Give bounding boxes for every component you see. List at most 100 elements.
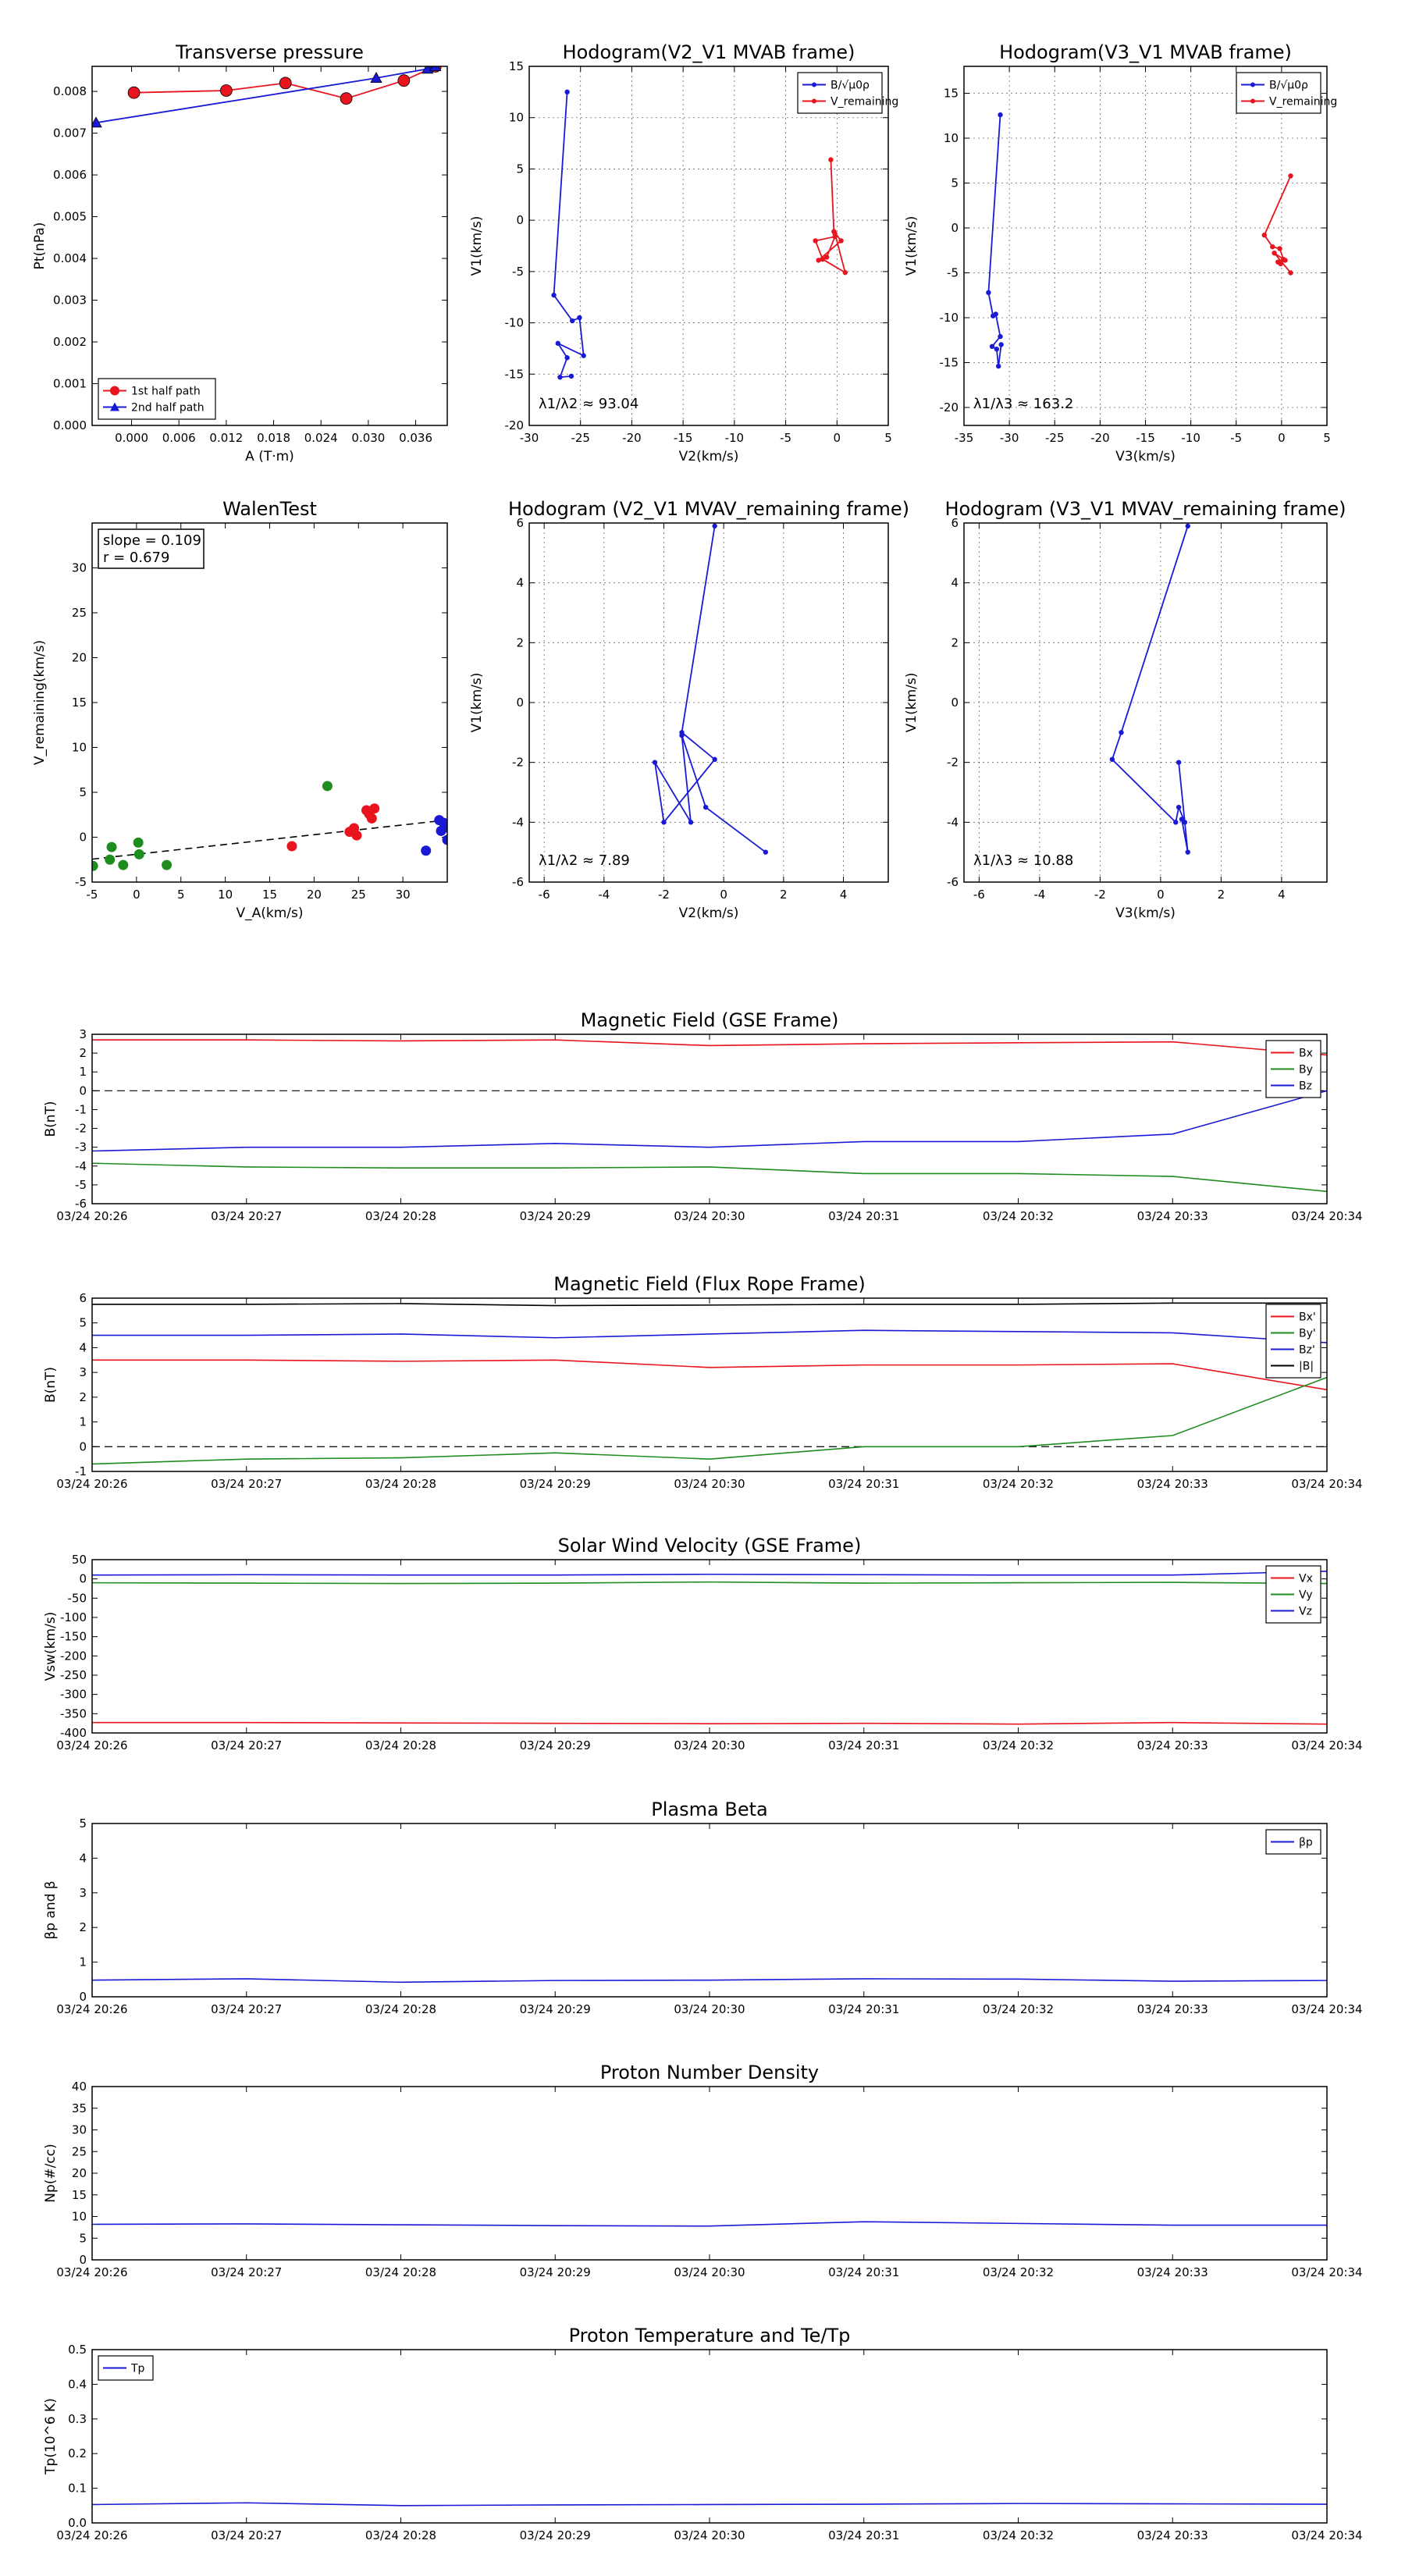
legend: B/√μ0ρ V_remaining [797,72,898,114]
data-point [555,340,560,347]
legend-frame [797,72,883,114]
y-tick-label: 0 [79,1572,87,1586]
chart-title: Hodogram(V3_V1 MVAB frame) [999,41,1292,63]
chart-p6: Hodogram (V3_V1 MVAV_remaining frame)-6-… [904,498,1346,921]
y-tick-label: -100 [60,1610,87,1624]
legend-label: 2nd half path [131,402,205,415]
x-tick-label: 03/24 20:34 [1291,2528,1362,2542]
chart-t1: Magnetic Field (GSE Frame) 03/24 20:26 03/… [43,1009,1363,1223]
x-tick-label: 03/24 20:30 [674,2002,745,2016]
y-tick-label: -4 [512,815,524,829]
x-tick-label: 03/24 20:28 [365,2528,436,2542]
y-tick-label: 4 [516,576,524,590]
legend: Tp [98,2355,154,2381]
x-tick-label: 03/24 20:26 [56,1209,127,1223]
data-point [551,292,557,298]
data-point [366,813,377,824]
data-point [127,86,140,99]
legend-marker [812,98,816,104]
x-tick-label: 03/24 20:27 [211,1738,282,1752]
x-tick-label: -5 [87,888,98,902]
y-tick-label: 25 [72,2144,87,2158]
x-axis-label: V3(km/s) [1115,449,1176,464]
y-axis-label: V1(km/s) [469,673,485,733]
x-tick-label: 03/24 20:28 [365,2002,436,2016]
data-point [986,290,991,295]
chart-title: Proton Number Density [600,2062,819,2083]
legend: B/√μ0ρ V_remaining [1236,72,1337,114]
y-axis-label: V1(km/s) [469,216,485,276]
series-line-0 [92,1039,1327,1056]
data-point [763,849,769,855]
legend-label: V_remaining [1269,96,1337,109]
data-point [557,375,563,380]
chart-title: Magnetic Field (GSE Frame) [581,1009,839,1031]
y-tick-label: -5 [75,875,87,889]
x-tick-label: 03/24 20:30 [674,1738,745,1752]
y-tick-label: 0.3 [68,2412,87,2426]
y-tick-label: 2 [79,1046,87,1060]
x-tick-label: 03/24 20:33 [1137,1738,1208,1752]
y-tick-label: 15 [944,87,959,101]
data-point [994,347,1000,352]
data-point [577,315,582,321]
x-tick-label: 15 [262,888,277,902]
legend-label: Vy [1299,1589,1313,1602]
data-point [1272,251,1277,256]
chart-title: Magnetic Field (Flux Rope Frame) [553,1273,865,1295]
y-tick-label: 1 [79,1415,87,1429]
y-tick-label: -2 [947,756,959,770]
x-tick-label: -10 [1181,431,1200,445]
y-tick-label: 2 [516,635,524,649]
x-tick-label: 03/24 20:26 [56,2265,127,2279]
x-tick-label: 03/24 20:29 [520,1477,591,1491]
y-tick-label: 20 [72,2166,87,2180]
y-tick-label: 5 [79,2231,87,2245]
y-tick-label: 0.4 [68,2377,87,2391]
x-tick-label: 5 [884,431,892,445]
axes-frame [91,1559,1328,1734]
chart-t4: Plasma Beta 03/24 20:26 03/24 20:27 03/24 2… [43,1799,1363,2016]
x-tick-label: 03/24 20:26 [56,2002,127,2016]
x-tick-label: 0.030 [351,431,385,445]
x-tick-label: 03/24 20:31 [828,1209,899,1223]
chart-p3: Hodogram(V3_V1 MVAB frame) -35 -30 -25 -20 -1… [904,41,1337,464]
y-axis-label: V1(km/s) [904,673,919,733]
x-tick-label: -30 [1000,431,1019,445]
y-tick-label: 0 [951,696,959,710]
data-point [564,89,570,95]
chart-title: Plasma Beta [651,1799,767,1820]
y-tick-label: -1 [75,1102,87,1116]
legend: βp [1265,1829,1321,1855]
x-tick-label: 03/24 20:31 [828,2265,899,2279]
data-point [679,732,685,738]
chart-p1: Transverse pressure 0.000 0.006 0.012 0.018 0… [32,41,448,464]
x-tick-label: 03/24 20:31 [828,2528,899,2542]
x-tick-label: -5 [780,431,791,445]
data-point [1288,270,1293,276]
y-tick-label: 25 [72,606,87,620]
y-tick-label: -10 [505,316,525,330]
data-point [279,76,292,90]
y-tick-label: -15 [940,356,959,370]
y-tick-label: 0 [79,1083,87,1098]
y-tick-label: 4 [79,1851,87,1865]
annotation-text: λ1/λ2 ≈ 93.04 [539,396,638,412]
x-tick-label: 03/24 20:32 [983,2002,1054,2016]
x-tick-label: 5 [177,888,185,902]
data-point [1119,730,1124,735]
x-tick-label: 30 [396,888,411,902]
legend-label: Bx' [1299,1311,1316,1324]
x-tick-label: 03/24 20:28 [365,1209,436,1223]
y-tick-label: 0.005 [53,210,87,224]
y-tick-label: -4 [75,1159,87,1173]
x-tick-label: -25 [571,431,590,445]
x-tick-label: 03/24 20:27 [211,2265,282,2279]
legend-frame [98,378,216,420]
x-tick-label: 0.018 [257,431,290,445]
chart-title: Proton Temperature and Te/Tp [569,2325,851,2347]
chart-title: Solar Wind Velocity (GSE Frame) [558,1535,862,1557]
x-tick-label: 10 [218,888,233,902]
chart-title: Hodogram(V2_V1 MVAB frame) [563,41,855,63]
